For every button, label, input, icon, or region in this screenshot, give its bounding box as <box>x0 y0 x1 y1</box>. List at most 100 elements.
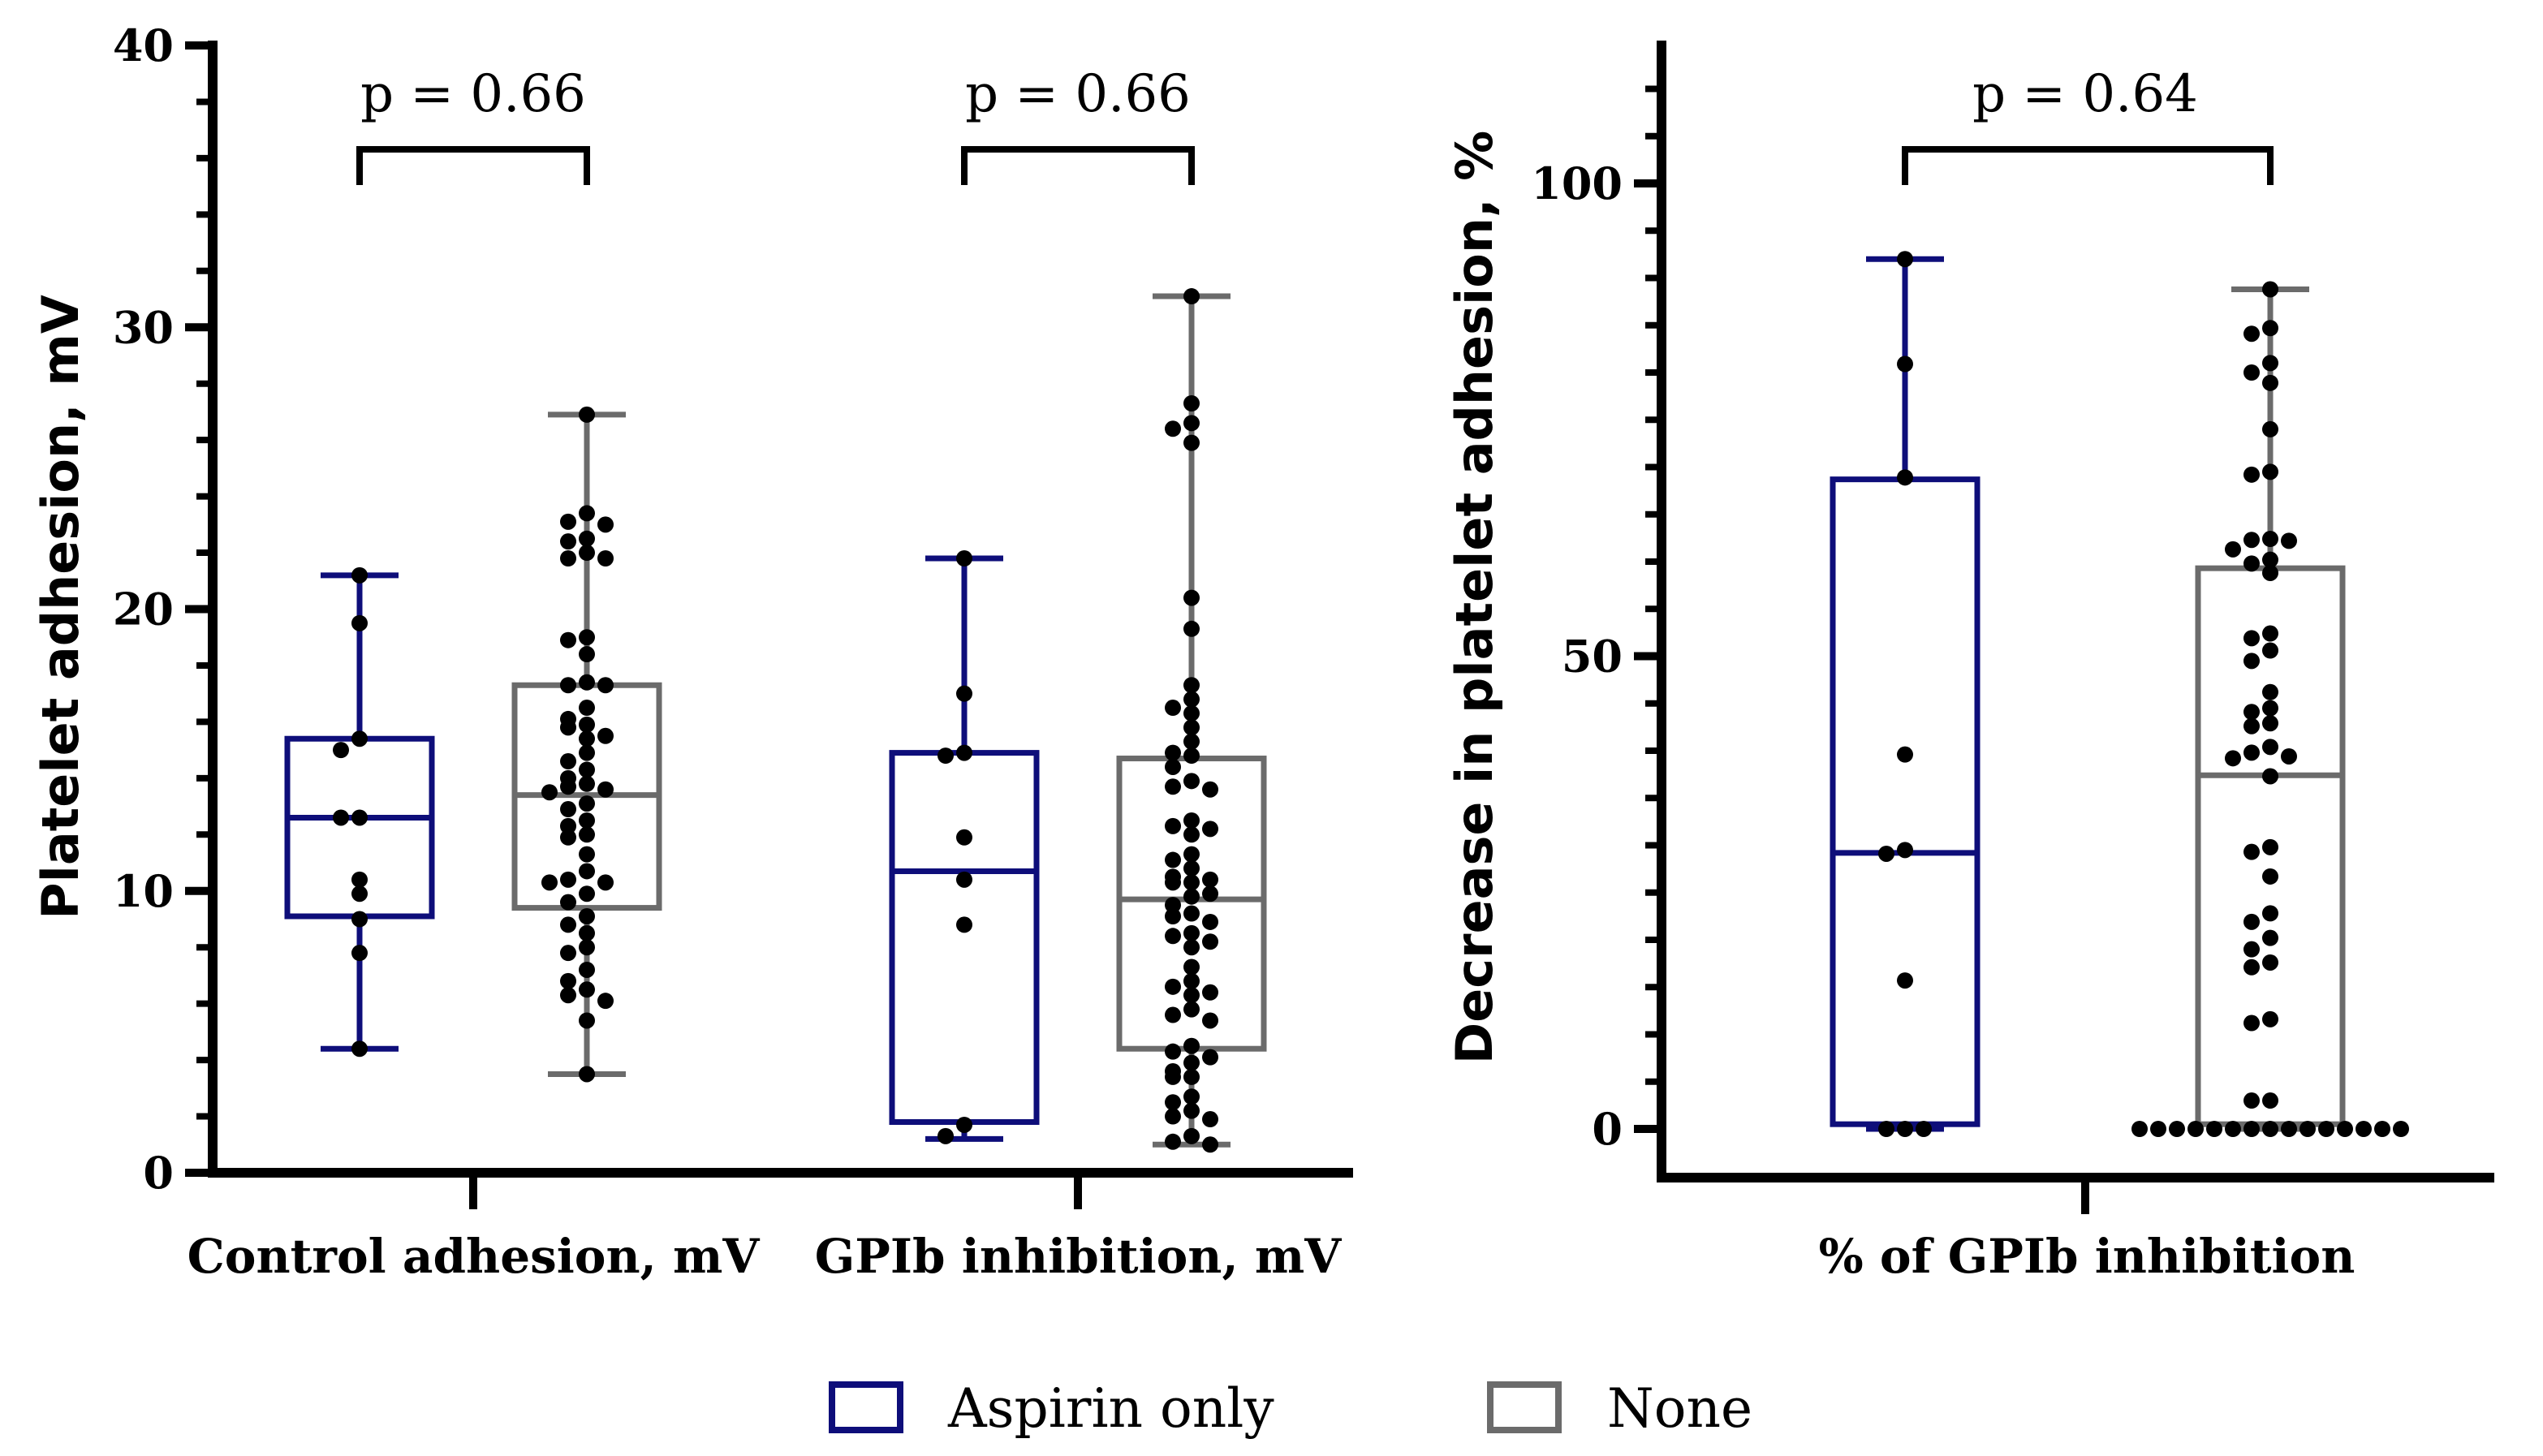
data-point <box>1183 846 1200 863</box>
box-pct-aspirin-only <box>1830 251 1981 1137</box>
data-point <box>560 972 576 989</box>
data-point <box>2262 1010 2278 1027</box>
legend-swatch-aspirin <box>829 1381 903 1433</box>
y-tick-label: 50 <box>1562 631 1623 683</box>
data-point <box>2225 1121 2241 1137</box>
data-point <box>1165 928 1181 945</box>
data-point <box>560 801 576 818</box>
data-point <box>579 981 595 998</box>
iqr-box <box>1830 476 1981 1127</box>
data-point <box>1183 924 1200 941</box>
y-ticks-right: 0 50 100 <box>1531 85 1662 1155</box>
data-point <box>1183 1102 1200 1119</box>
data-point <box>560 513 576 530</box>
data-point <box>1183 589 1200 606</box>
data-point <box>597 516 614 533</box>
y-ticks-left: 0 10 20 30 40 <box>113 19 213 1199</box>
data-point <box>2225 541 2241 558</box>
data-point <box>351 945 368 962</box>
data-point <box>2243 364 2260 381</box>
boxes-right <box>1830 251 2409 1137</box>
data-point <box>1183 1068 1200 1085</box>
data-point <box>579 716 595 733</box>
legend: Aspirin only None <box>829 1377 1752 1440</box>
data-point <box>1916 1121 1932 1137</box>
data-point <box>2262 1121 2278 1137</box>
data-point <box>2262 905 2278 922</box>
data-point <box>2243 717 2260 734</box>
data-point <box>1897 251 1913 268</box>
data-point <box>2225 750 2241 767</box>
data-point <box>579 863 595 880</box>
data-point <box>2243 958 2260 976</box>
data-point <box>1183 1088 1200 1105</box>
data-point <box>2262 700 2278 717</box>
data-point <box>579 700 595 717</box>
data-point <box>2262 355 2278 372</box>
data-point <box>2243 325 2260 342</box>
data-point <box>1183 691 1200 708</box>
data-point <box>2187 1121 2204 1137</box>
data-point <box>1183 905 1200 922</box>
data-point <box>579 908 595 925</box>
data-point <box>1897 746 1913 763</box>
data-point <box>597 677 614 694</box>
data-point <box>579 545 595 562</box>
data-point <box>1897 1121 1913 1137</box>
data-point <box>579 744 595 761</box>
data-point <box>579 1066 595 1083</box>
data-point <box>560 719 576 736</box>
data-point <box>1165 778 1181 795</box>
data-point <box>1202 913 1218 930</box>
data-point <box>2262 420 2278 437</box>
data-point <box>2262 768 2278 785</box>
data-point <box>1183 1054 1200 1071</box>
data-point <box>1183 773 1200 790</box>
data-point <box>2262 838 2278 855</box>
data-point <box>579 775 595 792</box>
data-point <box>2243 1092 2260 1109</box>
data-point <box>1165 908 1181 925</box>
data-point <box>1183 812 1200 829</box>
data-point <box>2299 1121 2316 1137</box>
y-tick-label: 10 <box>113 865 174 917</box>
y-axis-title-right: Decrease in platelet adhesion, % <box>1445 131 1504 1064</box>
data-point <box>579 674 595 691</box>
data-point <box>2262 564 2278 581</box>
legend-label-aspirin: Aspirin only <box>947 1377 1274 1440</box>
box-pct-none <box>2131 281 2409 1137</box>
data-point <box>351 614 368 631</box>
pvalue-control: p = 0.66 <box>360 64 586 124</box>
significance-bracket-percent <box>1902 146 2274 185</box>
data-point <box>2243 843 2260 860</box>
data-point <box>956 871 972 888</box>
x-category-control-adhesion: Control adhesion, mV <box>187 1229 761 1284</box>
data-point <box>579 939 595 956</box>
data-point <box>597 993 614 1010</box>
data-point <box>1165 1108 1181 1125</box>
data-point <box>1183 415 1200 432</box>
y-axis-title-left: Platelet adhesion, mV <box>31 295 90 920</box>
data-point <box>1202 1049 1218 1066</box>
legend-swatch-none <box>1487 1381 1562 1433</box>
data-point <box>2243 532 2260 549</box>
y-tick-label: 40 <box>113 19 174 71</box>
data-point <box>1165 1094 1181 1111</box>
data-point <box>333 742 349 759</box>
data-point <box>579 924 595 941</box>
data-point <box>579 826 595 843</box>
data-point <box>2243 653 2260 670</box>
data-point <box>351 871 368 888</box>
data-point <box>1202 1136 1218 1153</box>
data-point <box>351 885 368 902</box>
data-point <box>351 809 368 826</box>
data-point <box>1165 897 1181 914</box>
data-point <box>579 795 595 812</box>
data-point <box>2243 555 2260 572</box>
data-point <box>560 894 576 911</box>
data-point <box>2318 1121 2334 1137</box>
data-point <box>2262 320 2278 337</box>
pvalue-gpib: p = 0.66 <box>965 64 1191 124</box>
data-point <box>1165 744 1181 761</box>
data-point <box>1202 781 1218 798</box>
